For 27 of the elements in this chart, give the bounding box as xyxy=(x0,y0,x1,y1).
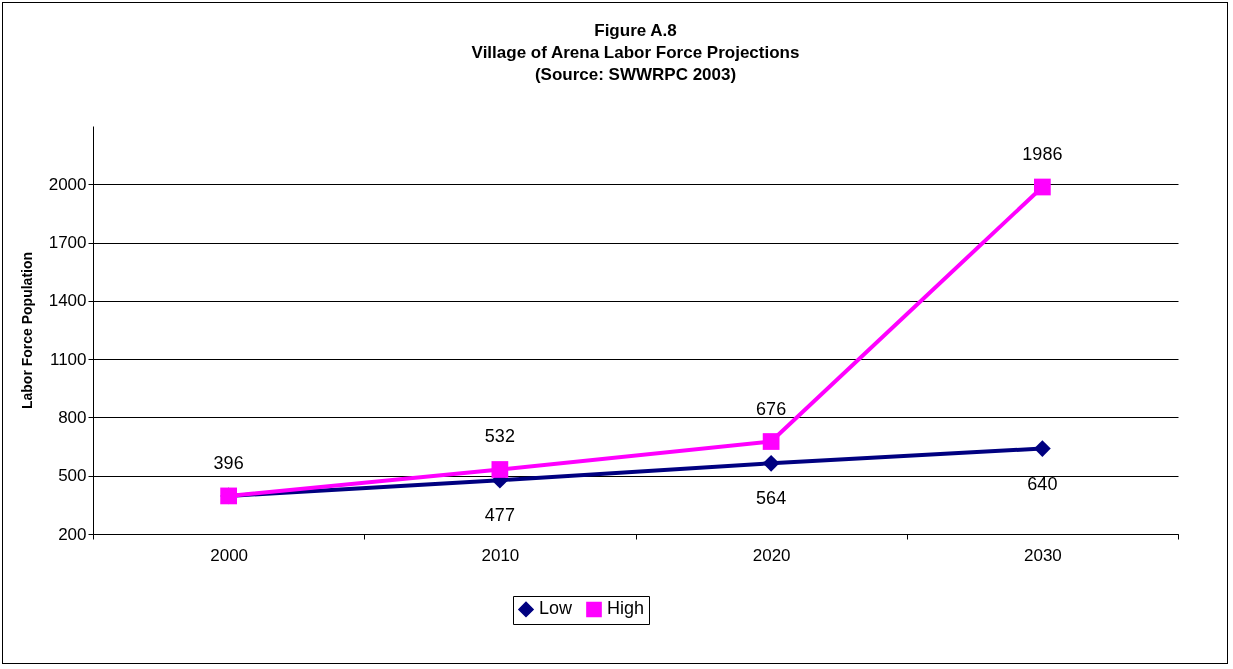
data-label: 1986 xyxy=(1022,144,1063,165)
x-tick-label: 2020 xyxy=(752,545,791,565)
data-label: 640 xyxy=(1027,473,1058,494)
data-label: 477 xyxy=(484,505,515,526)
point xyxy=(491,461,509,478)
x-tick-label: 2000 xyxy=(210,545,249,565)
x-tick-label: 2010 xyxy=(481,545,520,565)
y-tick-label: 1700 xyxy=(48,233,87,253)
data-label: 396 xyxy=(213,452,244,473)
point xyxy=(1034,178,1051,196)
x-tick-label: 2030 xyxy=(1023,545,1062,565)
legend-label: High xyxy=(607,598,645,619)
y-tick-label: 1400 xyxy=(48,291,87,311)
y-axis-title: Labor Force Population xyxy=(18,251,35,410)
point xyxy=(762,433,780,450)
y-tick-label: 1100 xyxy=(49,349,87,369)
data-label: 676 xyxy=(756,398,787,419)
chart-title: Figure A.8 Village of Arena Labor Force Projections (Source: SWWRPC 2003) xyxy=(471,21,800,84)
y-tick-label: 500 xyxy=(58,466,87,486)
y-tick-label: 2000 xyxy=(48,174,87,194)
legend-label: Low xyxy=(539,598,574,619)
y-tick-label: 200 xyxy=(58,524,87,544)
point xyxy=(762,454,780,472)
data-label: 564 xyxy=(756,488,787,509)
y-tick-label: 800 xyxy=(58,407,87,427)
data-label: 532 xyxy=(484,426,515,447)
point xyxy=(1034,440,1051,457)
